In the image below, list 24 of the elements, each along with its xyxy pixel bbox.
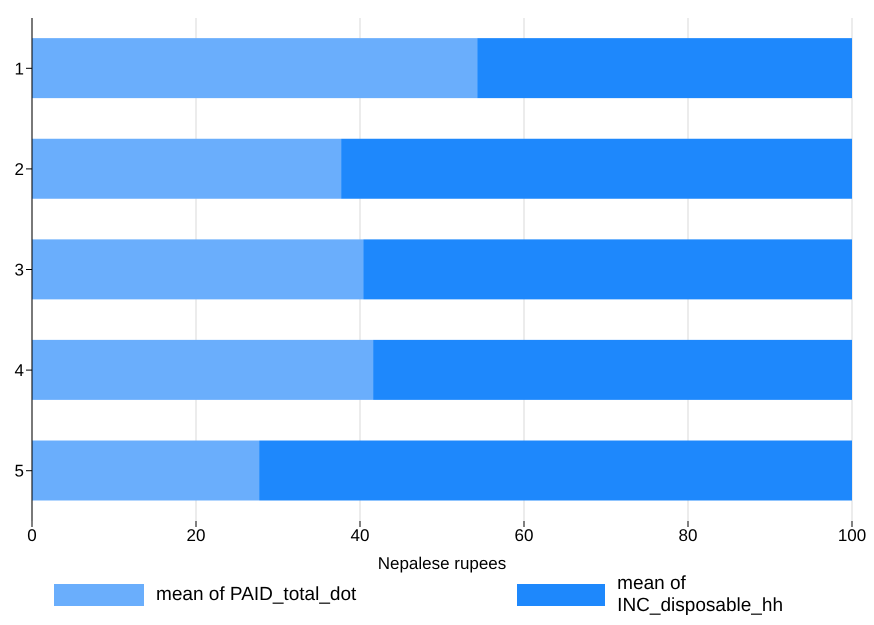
bar [373,340,852,400]
y-tick-label: 2 [14,160,24,179]
bar [32,239,364,300]
x-tick-label: 40 [350,526,370,546]
bar [32,138,342,199]
bar [32,440,260,501]
y-tick-label: 1 [14,59,24,78]
x-tick-label: 80 [678,526,698,546]
x-tick-label: 60 [514,526,534,546]
x-tick-label: 100 [838,526,866,546]
x-axis-title: Nepalese rupees [378,554,506,573]
legend-label: mean of PAID_total_dot [156,584,356,606]
bar [259,440,852,501]
x-tick-label: 0 [27,526,37,546]
legend-label: mean of INC_disposable_hh [617,573,784,617]
bar [32,38,478,98]
bar [363,239,852,300]
y-tick-label: 5 [14,462,24,481]
bar [32,340,374,400]
bar [341,138,852,199]
y-tick-label: 4 [14,361,24,380]
x-tick-label: 20 [186,526,206,546]
y-tick-label: 3 [14,260,24,280]
bar [477,38,852,98]
